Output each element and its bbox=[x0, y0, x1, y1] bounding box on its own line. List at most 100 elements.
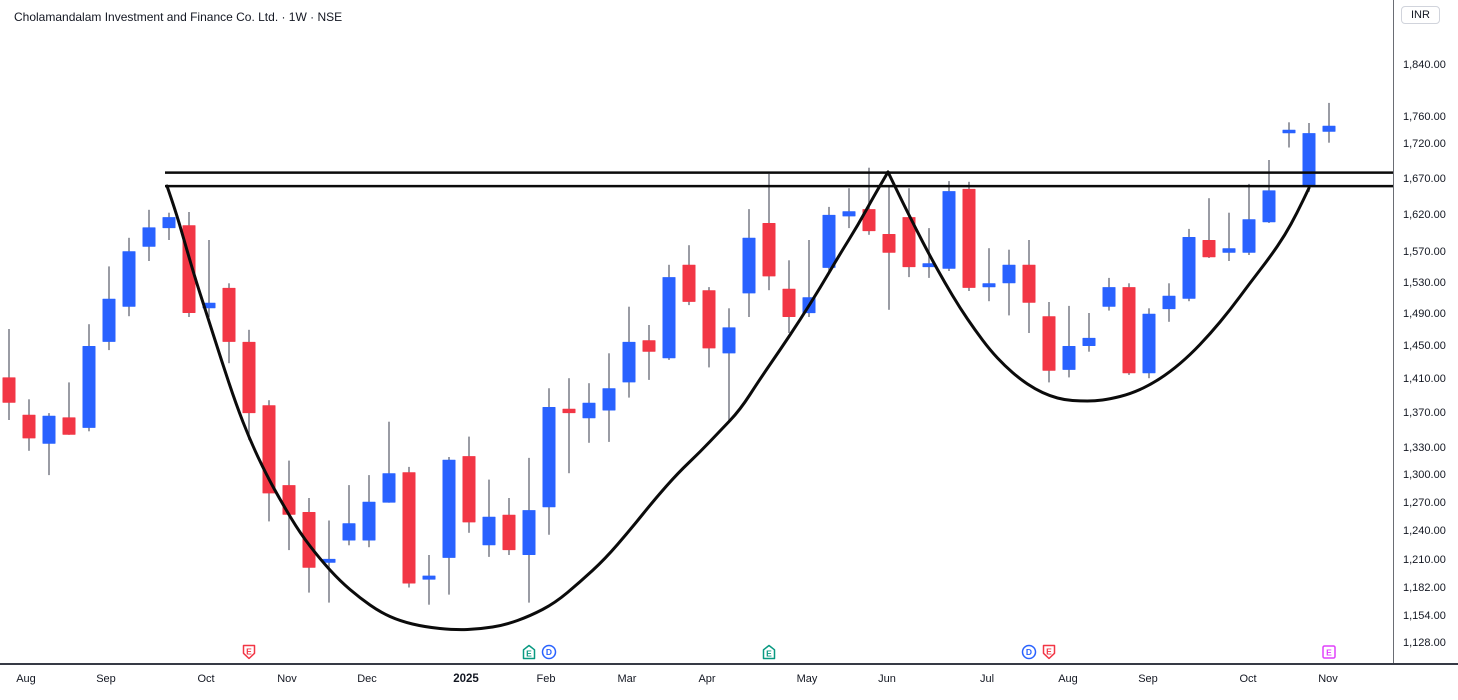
price-axis-label: 1,300.00 bbox=[1403, 469, 1446, 481]
candle[interactable] bbox=[642, 325, 656, 380]
time-axis-label: Sep bbox=[1138, 673, 1158, 685]
candle[interactable] bbox=[722, 308, 736, 422]
candle[interactable] bbox=[582, 383, 596, 443]
candle-body-up bbox=[1322, 125, 1336, 132]
candle[interactable] bbox=[1242, 183, 1256, 255]
price-axis[interactable]: INR 1,840.00 1,760.00 1,720.00 1,670.00 1,62… bbox=[1393, 0, 1458, 698]
candle[interactable] bbox=[702, 287, 716, 368]
candle[interactable] bbox=[1102, 277, 1116, 311]
candle[interactable] bbox=[602, 353, 616, 442]
candle[interactable] bbox=[142, 209, 156, 261]
candle[interactable] bbox=[442, 457, 456, 595]
candle[interactable] bbox=[242, 329, 256, 441]
candle[interactable] bbox=[1222, 212, 1236, 261]
candle[interactable] bbox=[782, 260, 796, 333]
candle[interactable] bbox=[462, 436, 476, 533]
candle[interactable] bbox=[342, 485, 356, 546]
price-axis-label: 1,840.00 bbox=[1403, 59, 1446, 71]
event-badge-earnings[interactable]: E bbox=[241, 644, 257, 660]
candle[interactable] bbox=[122, 237, 136, 317]
candle[interactable] bbox=[482, 479, 496, 557]
candle-body-up bbox=[1162, 295, 1176, 310]
candle[interactable] bbox=[62, 382, 76, 435]
candle[interactable] bbox=[902, 188, 916, 278]
event-badge-dividend[interactable]: D bbox=[541, 644, 557, 660]
candle[interactable] bbox=[1142, 308, 1156, 379]
candle[interactable] bbox=[382, 421, 396, 503]
cup-curve-1[interactable] bbox=[165, 170, 890, 632]
event-badge-earnings[interactable]: E bbox=[521, 644, 537, 660]
candle[interactable] bbox=[1282, 122, 1296, 148]
price-axis-label: 1,760.00 bbox=[1403, 111, 1446, 123]
candle[interactable] bbox=[542, 388, 556, 535]
chart-pane[interactable]: Cholamandalam Investment and Finance Co.… bbox=[0, 0, 1393, 663]
candle[interactable] bbox=[942, 181, 956, 271]
currency-button[interactable]: INR bbox=[1401, 6, 1440, 24]
price-axis-label: 1,530.00 bbox=[1403, 277, 1446, 289]
candle[interactable] bbox=[1002, 249, 1016, 316]
candle[interactable] bbox=[1082, 313, 1096, 352]
event-badge-earnings[interactable]: E bbox=[1041, 644, 1057, 660]
candle[interactable] bbox=[1262, 160, 1276, 223]
candle[interactable] bbox=[1042, 302, 1056, 383]
candle[interactable] bbox=[162, 212, 176, 240]
candle-body-up bbox=[1302, 133, 1316, 187]
candle[interactable] bbox=[182, 212, 196, 317]
time-axis-label: Oct bbox=[197, 673, 215, 685]
candle[interactable] bbox=[562, 378, 576, 474]
cup-curve-2[interactable] bbox=[886, 170, 1311, 403]
candle[interactable] bbox=[882, 186, 896, 310]
candle[interactable] bbox=[1182, 228, 1196, 302]
candle[interactable] bbox=[42, 413, 56, 476]
candle[interactable] bbox=[82, 324, 96, 432]
shield-down-icon bbox=[242, 644, 256, 660]
candle[interactable] bbox=[502, 498, 516, 555]
candle-body-up bbox=[542, 407, 556, 508]
candle[interactable] bbox=[842, 188, 856, 229]
candle[interactable] bbox=[982, 248, 996, 302]
candle[interactable] bbox=[1022, 240, 1036, 333]
event-badge-earnings[interactable]: E bbox=[761, 644, 777, 660]
candle[interactable] bbox=[682, 245, 696, 306]
event-badge-earnings-upcoming[interactable]: E bbox=[1321, 644, 1337, 660]
candle[interactable] bbox=[262, 400, 276, 522]
candle-body-up bbox=[1142, 313, 1156, 374]
candle[interactable] bbox=[1202, 198, 1216, 258]
candle-body-up bbox=[842, 211, 856, 217]
price-axis-label: 1,370.00 bbox=[1403, 407, 1446, 419]
candle[interactable] bbox=[1062, 305, 1076, 378]
time-axis[interactable]: Aug Sep Oct Nov Dec 2025 Feb Mar Apr May Jun Jul Aug… bbox=[0, 663, 1458, 700]
candle[interactable] bbox=[822, 206, 836, 274]
candle[interactable] bbox=[962, 181, 976, 291]
price-axis-label: 1,128.00 bbox=[1403, 637, 1446, 649]
candle[interactable] bbox=[22, 399, 36, 451]
candlestick-chart[interactable] bbox=[0, 0, 1393, 663]
candle[interactable] bbox=[742, 209, 756, 317]
event-badge-dividend[interactable]: D bbox=[1021, 644, 1037, 660]
event-badge-letter: E bbox=[526, 648, 532, 658]
candle[interactable] bbox=[422, 555, 436, 605]
candle[interactable] bbox=[762, 174, 776, 291]
symbol-title[interactable]: Cholamandalam Investment and Finance Co.… bbox=[14, 10, 343, 24]
candle[interactable] bbox=[662, 264, 676, 360]
candle-body-up bbox=[1182, 237, 1196, 299]
candle-body-down bbox=[302, 512, 316, 568]
candle[interactable] bbox=[1122, 283, 1136, 375]
candle[interactable] bbox=[622, 306, 636, 398]
candle[interactable] bbox=[402, 466, 416, 588]
candle[interactable] bbox=[1322, 102, 1336, 143]
candle-body-down bbox=[222, 287, 236, 342]
candle[interactable] bbox=[862, 167, 876, 235]
candle[interactable] bbox=[222, 283, 236, 364]
candle[interactable] bbox=[102, 266, 116, 351]
candle[interactable] bbox=[362, 475, 376, 548]
candle[interactable] bbox=[1162, 283, 1176, 322]
price-axis-label: 1,330.00 bbox=[1403, 442, 1446, 454]
candle[interactable] bbox=[522, 457, 536, 603]
price-axis-label: 1,720.00 bbox=[1403, 138, 1446, 150]
candle-body-up bbox=[922, 263, 936, 268]
candle[interactable] bbox=[2, 329, 16, 420]
candle[interactable] bbox=[322, 520, 336, 603]
candle[interactable] bbox=[1302, 123, 1316, 192]
